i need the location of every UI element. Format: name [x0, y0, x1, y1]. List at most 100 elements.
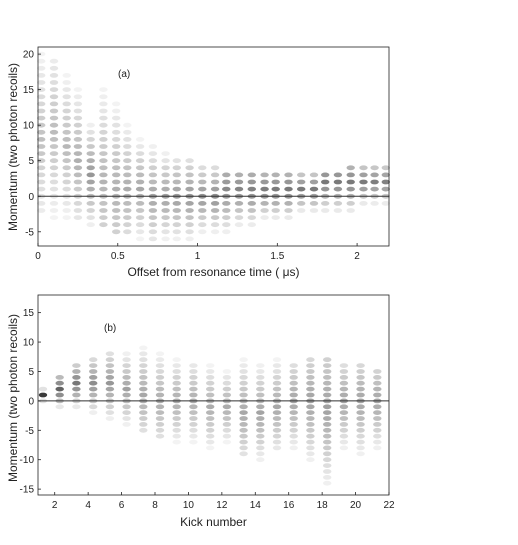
momentum-column-a — [260, 172, 269, 221]
momentum-spot — [172, 416, 181, 421]
momentum-spot — [155, 369, 165, 374]
momentum-spot — [86, 172, 95, 178]
momentum-spot — [323, 469, 332, 474]
momentum-spot — [89, 404, 98, 410]
y-tick-label: -15 — [20, 485, 35, 496]
momentum-spot — [189, 433, 198, 439]
momentum-spot — [185, 222, 194, 228]
momentum-spot — [185, 208, 194, 213]
momentum-spot — [99, 158, 108, 164]
momentum-spot — [272, 392, 282, 398]
momentum-spot — [284, 215, 293, 221]
momentum-spot — [172, 433, 181, 439]
momentum-spot — [72, 375, 81, 380]
momentum-spot — [234, 201, 244, 206]
x-tick-label: 2 — [52, 500, 58, 511]
momentum-spot — [189, 392, 198, 398]
momentum-spot — [62, 108, 71, 114]
momentum-spot — [49, 165, 59, 171]
momentum-spot — [49, 73, 59, 78]
momentum-spot — [123, 151, 132, 157]
momentum-spot — [62, 186, 71, 192]
momentum-spot — [247, 172, 256, 178]
momentum-spot — [289, 410, 298, 415]
y-tick-label: 15 — [23, 85, 35, 96]
momentum-spot — [359, 179, 368, 185]
momentum-column-b — [105, 351, 115, 421]
momentum-spot — [359, 172, 368, 178]
momentum-spot — [323, 427, 332, 433]
momentum-spot — [339, 416, 349, 421]
momentum-spot — [198, 208, 207, 213]
momentum-spot — [62, 172, 71, 178]
momentum-column-b — [256, 363, 265, 463]
momentum-spot — [148, 186, 158, 192]
momentum-spot — [49, 108, 59, 114]
momentum-spot — [272, 439, 282, 445]
momentum-spot — [49, 122, 59, 128]
momentum-spot — [99, 144, 108, 149]
momentum-spot — [72, 363, 81, 368]
momentum-spot — [346, 172, 355, 178]
momentum-spot — [86, 215, 95, 221]
momentum-spot — [155, 427, 165, 433]
momentum-spot — [62, 101, 71, 107]
momentum-spot — [306, 422, 315, 427]
momentum-spot — [323, 457, 332, 463]
momentum-spot — [206, 380, 215, 386]
momentum-spot — [373, 369, 382, 374]
momentum-spot — [271, 172, 280, 178]
momentum-spot — [222, 404, 232, 410]
momentum-spot — [73, 144, 83, 149]
momentum-spot — [62, 122, 71, 128]
momentum-spot — [86, 179, 95, 185]
momentum-spot — [73, 208, 83, 213]
momentum-spot — [256, 363, 265, 368]
x-tick-label: 8 — [152, 500, 158, 511]
momentum-spot — [105, 380, 115, 386]
momentum-spot — [272, 375, 282, 380]
momentum-spot — [37, 87, 46, 92]
momentum-column-a — [135, 137, 145, 242]
momentum-spot — [123, 137, 132, 142]
momentum-spot — [206, 439, 215, 445]
momentum-spot — [210, 222, 220, 228]
momentum-spot — [123, 215, 132, 221]
momentum-spot — [112, 122, 121, 128]
momentum-spot — [99, 94, 108, 100]
momentum-spot — [189, 410, 198, 415]
momentum-spot — [289, 375, 298, 380]
y-tick-label: 10 — [23, 338, 35, 349]
x-tick-label: 12 — [216, 500, 228, 511]
momentum-spot — [306, 392, 315, 398]
momentum-spot — [172, 179, 181, 185]
momentum-spot — [222, 375, 232, 380]
momentum-spot — [73, 151, 83, 157]
momentum-column-a — [309, 172, 319, 213]
momentum-spot — [222, 410, 232, 415]
momentum-spot — [73, 115, 83, 121]
momentum-spot — [239, 422, 248, 427]
momentum-spot — [373, 433, 382, 439]
momentum-column-a — [247, 172, 256, 228]
momentum-column-a — [86, 122, 95, 228]
momentum-spot — [323, 369, 332, 374]
momentum-spot — [222, 439, 232, 445]
momentum-spot — [323, 410, 332, 415]
momentum-column-a — [172, 158, 181, 242]
momentum-spot — [172, 357, 181, 363]
momentum-spot — [206, 410, 215, 415]
momentum-spot — [62, 137, 71, 142]
momentum-spot — [256, 369, 265, 374]
momentum-spot — [62, 201, 71, 206]
momentum-spot — [155, 410, 165, 415]
momentum-spot — [155, 375, 165, 380]
momentum-spot — [37, 137, 46, 142]
momentum-spot — [86, 201, 95, 206]
momentum-spot — [309, 179, 319, 185]
momentum-column-b — [89, 357, 98, 415]
momentum-spot — [356, 433, 365, 439]
y-tick-label: 0 — [28, 396, 34, 407]
momentum-spot — [62, 208, 71, 213]
momentum-column-b — [55, 375, 64, 410]
